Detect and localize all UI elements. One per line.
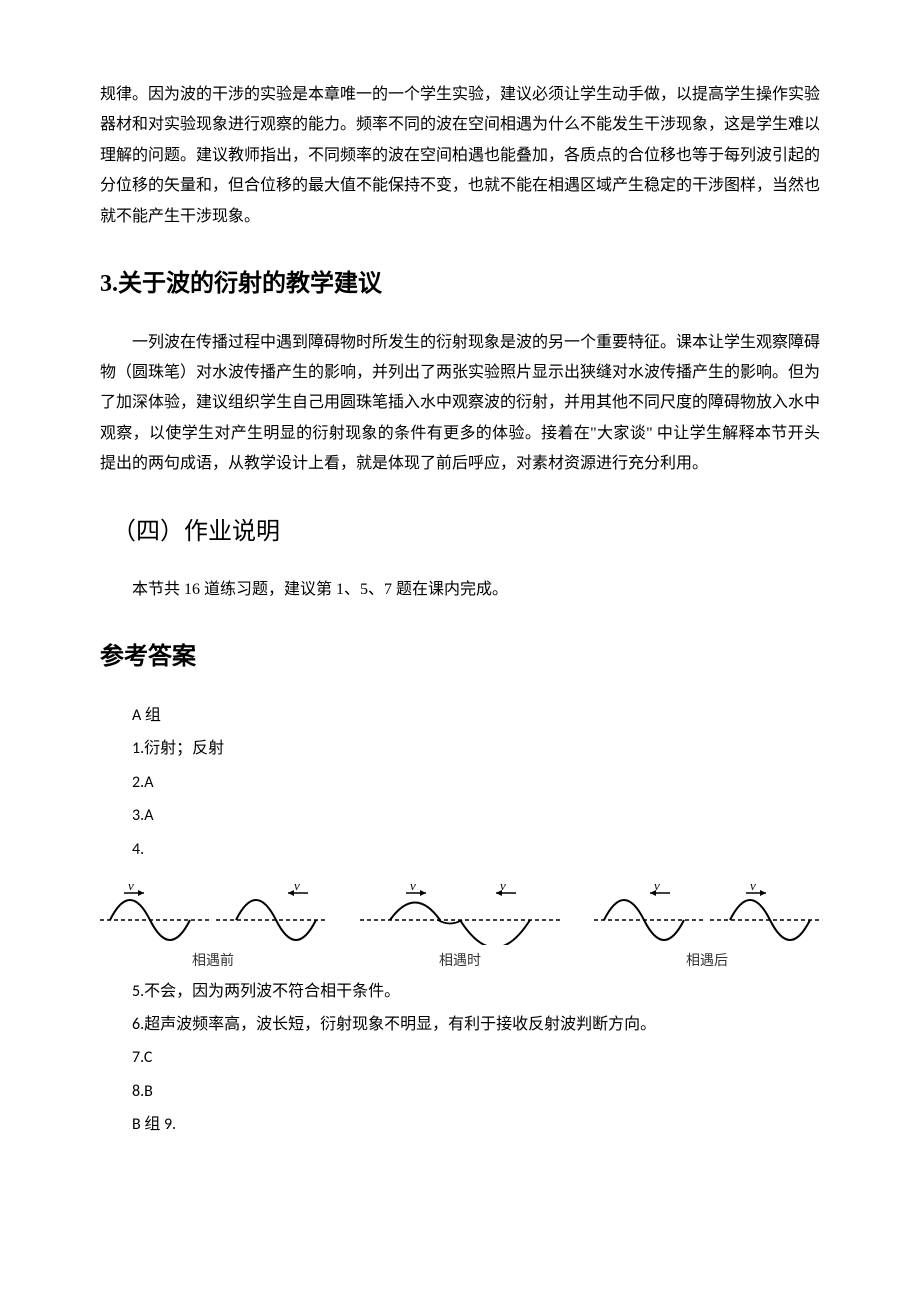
heading-homework: （四）作业说明 [100, 510, 820, 556]
svg-text:v: v [410, 878, 416, 893]
wave-before-right: v [216, 875, 326, 945]
answer-group-a: A 组 [132, 701, 820, 731]
answer-2: 2.A [132, 768, 820, 798]
heading-diffraction: 3.关于波的衍射的教学建议 [100, 262, 820, 308]
heading-answers: 参考答案 [100, 635, 820, 681]
paragraph-3: 本节共 16 道练习题，建议第 1、5、7 题在课内完成。 [100, 575, 820, 605]
paragraph-2: 一列波在传播过程中遇到障碍物时所发生的衍射现象是波的另一个重要特征。课本让学生观… [100, 328, 820, 480]
wave-before-left: v [100, 875, 210, 945]
svg-text:v: v [294, 878, 300, 893]
heading-homework-text: （四）作业说明 [124, 519, 280, 545]
wave-diagram-row: v v 相遇前 v v [100, 875, 820, 974]
answer-5: 5.不会，因为两列波不符合相干条件。 [132, 977, 820, 1007]
answer-8: 8.B [132, 1077, 820, 1107]
answer-4: 4. [132, 835, 820, 865]
answer-7: 7.C [132, 1043, 820, 1073]
answer-b9: B 组 9. [132, 1110, 820, 1140]
wave-after-left: v [594, 875, 704, 945]
answer-3: 3.A [132, 801, 820, 831]
caption-before: 相遇前 [192, 947, 234, 974]
wave-during: v v [360, 875, 560, 945]
caption-after: 相遇后 [686, 947, 728, 974]
wave-diagram-during: v v 相遇时 [360, 875, 560, 974]
wave-after-right: v [710, 875, 820, 945]
answer-6: 6.超声波频率高，波长短，衍射现象不明显，有利于接收反射波判断方向。 [132, 1010, 820, 1040]
paragraph-1: 规律。因为波的干涉的实验是本章唯一的一个学生实验，建议必须让学生动手做，以提高学… [100, 80, 820, 232]
wave-diagram-after: v v 相遇后 [594, 875, 820, 974]
svg-text:v: v [750, 878, 756, 893]
caption-during: 相遇时 [439, 947, 481, 974]
answer-1: 1.衍射；反射 [132, 734, 820, 764]
wave-diagram-before: v v 相遇前 [100, 875, 326, 974]
svg-text:v: v [128, 878, 134, 893]
